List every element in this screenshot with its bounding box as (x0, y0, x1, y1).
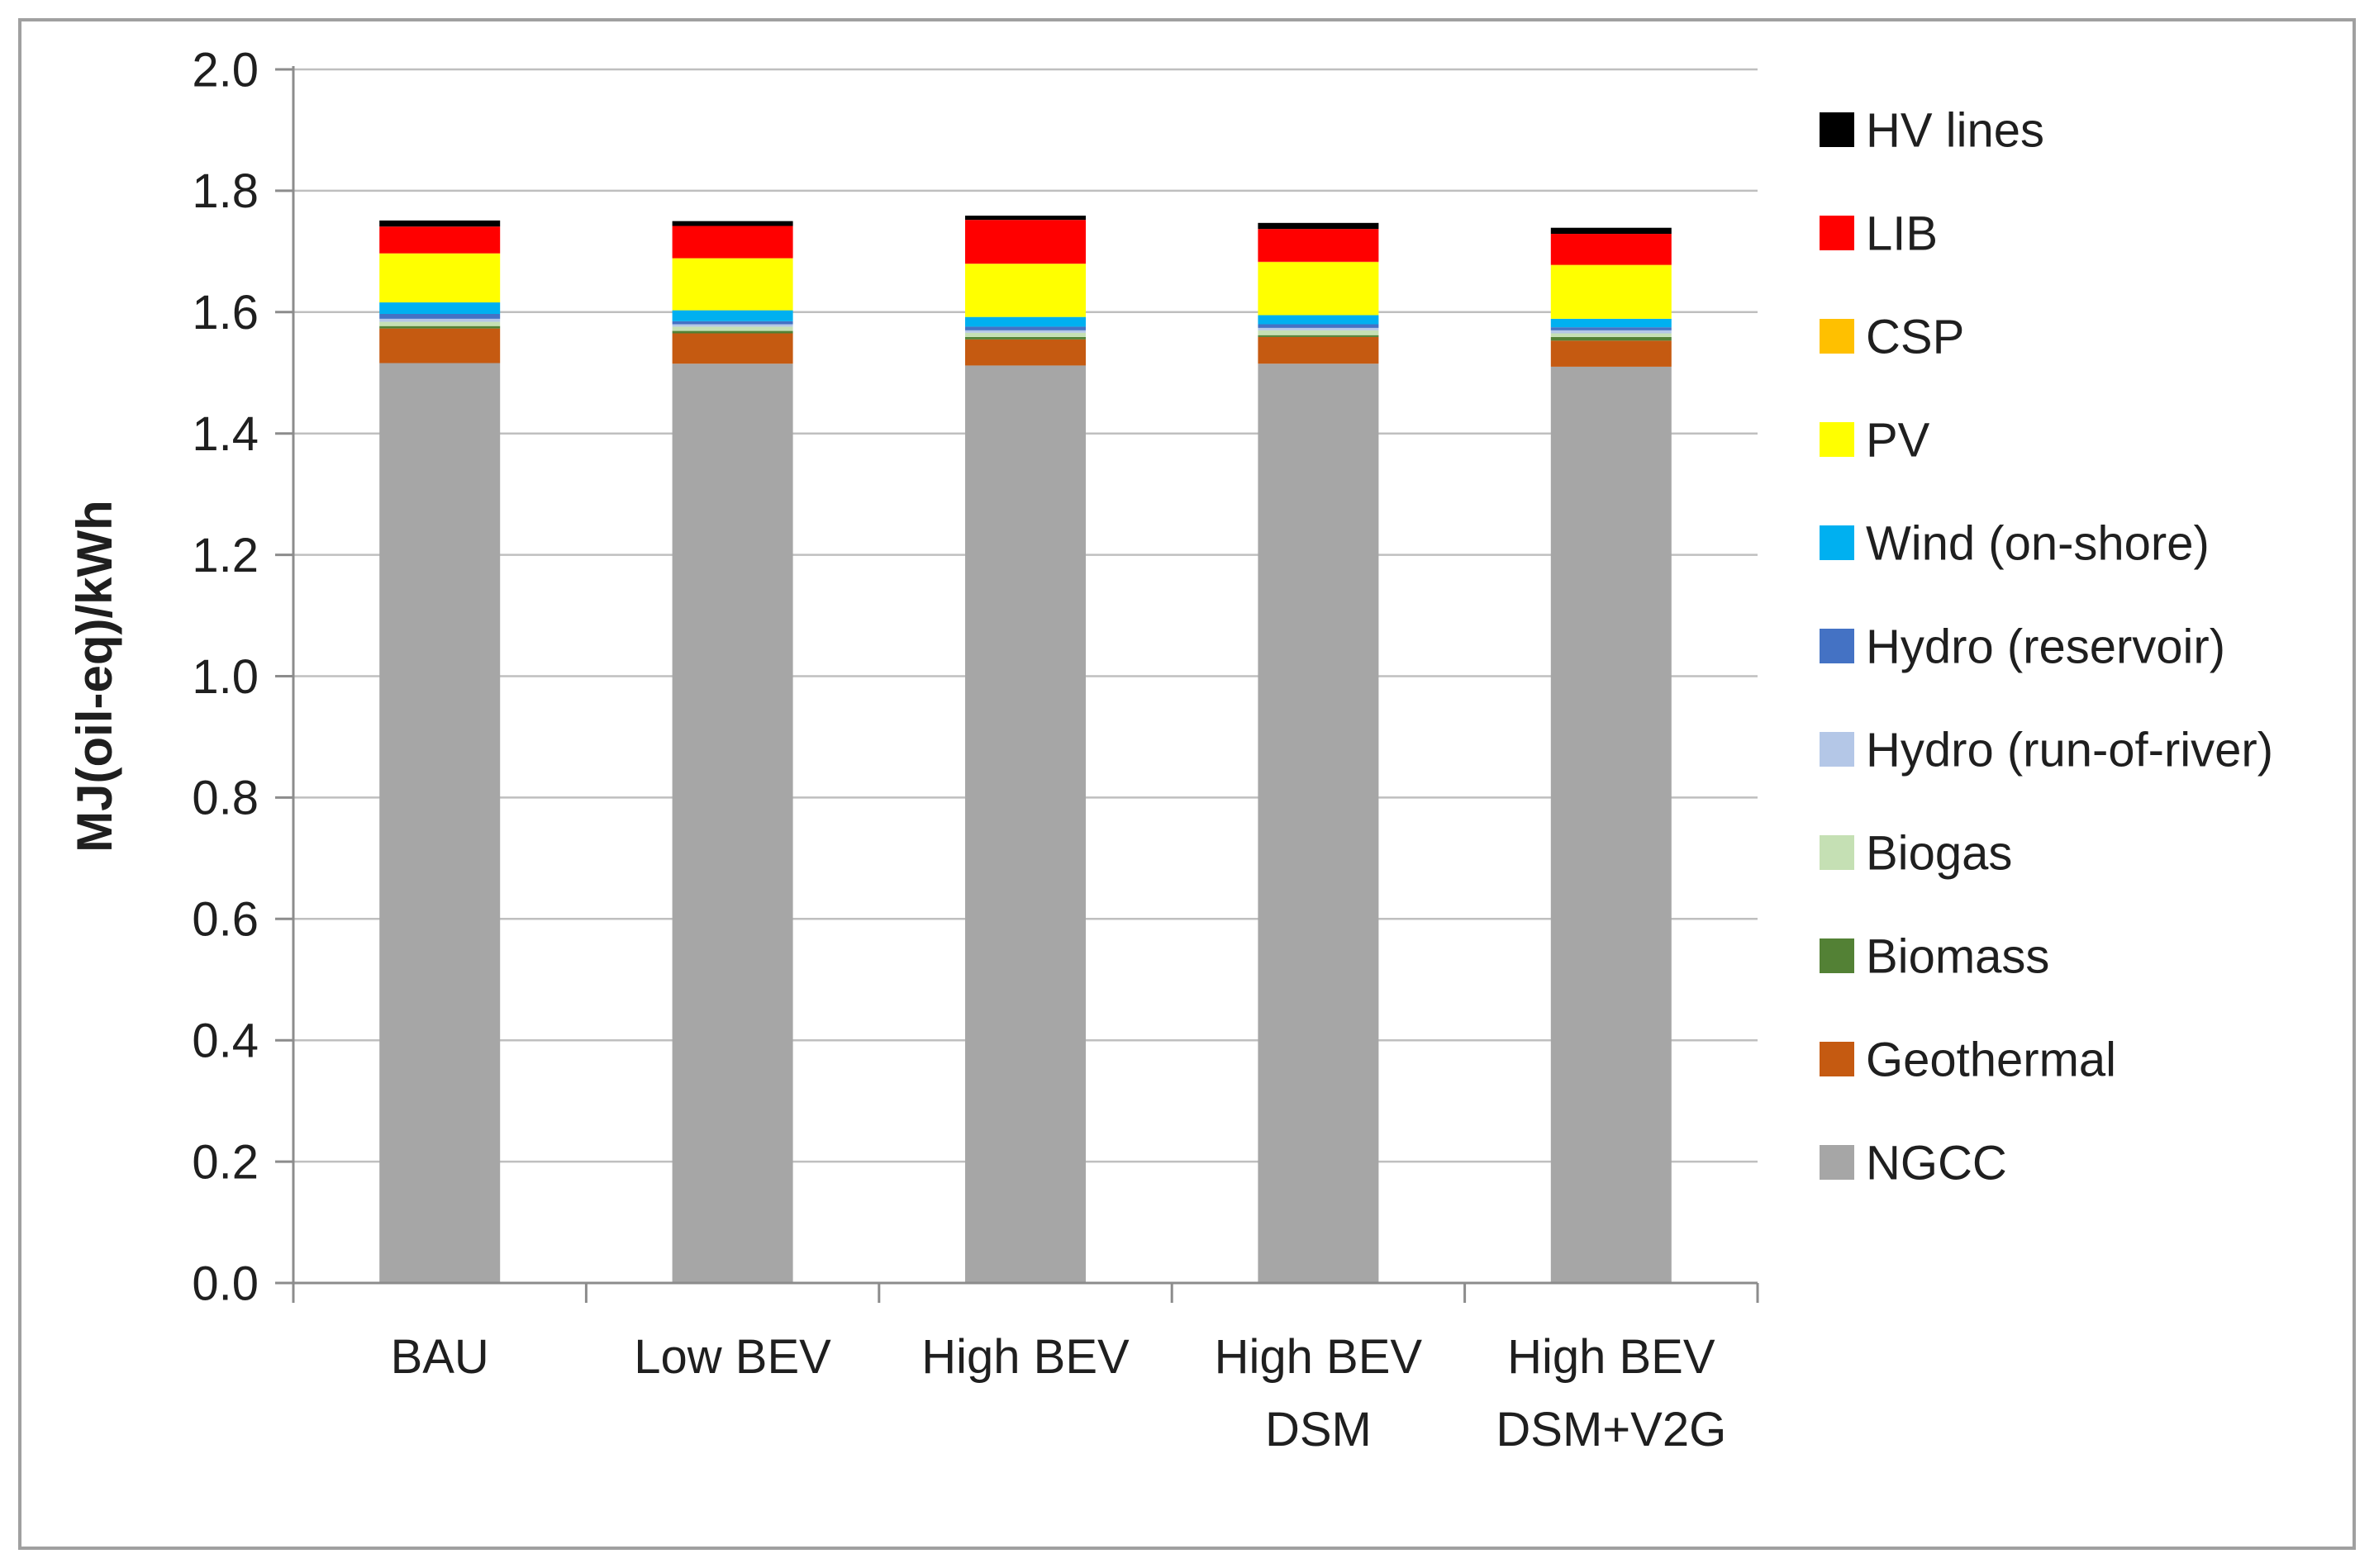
legend-swatch-lib (1820, 216, 1854, 250)
legend-swatch-wind-on-shore- (1820, 525, 1854, 560)
bar-segment-biomass (1258, 335, 1379, 337)
legend-swatch-biogas (1820, 835, 1854, 870)
bar-segment-biogas (672, 326, 793, 331)
legend-label-csp: CSP (1866, 310, 1964, 363)
legend-label-hv-lines: HV lines (1866, 103, 2044, 157)
bar-segment-ngcc (1550, 366, 1672, 1283)
y-tick-label: 1.2 (192, 529, 259, 582)
bar-segment-lib (672, 226, 793, 259)
bar-segment-ngcc (379, 363, 501, 1283)
bar-segment-hydro-reservoir- (379, 314, 501, 319)
bar-segment-hydro-reservoir- (672, 321, 793, 325)
bar-segment-pv (1258, 262, 1379, 316)
y-tick-label: 0.2 (192, 1135, 259, 1189)
y-tick-label: 0.8 (192, 772, 259, 825)
x-axis-label: High BEV (921, 1330, 1130, 1384)
bar-segment-hv-lines (379, 220, 501, 227)
bar-segment-geothermal (672, 333, 793, 364)
bar-segment-csp (1258, 261, 1379, 263)
x-axis-label: DSM (1265, 1403, 1372, 1456)
bar-segment-lib (965, 220, 1086, 264)
bar-segment-pv (965, 264, 1086, 317)
bar-segment-hv-lines (965, 216, 1086, 221)
y-axis-title: MJ(oil-eq)/kWh (67, 500, 122, 853)
bar-segment-hydro-run-of-river- (965, 330, 1086, 333)
x-axis-label: DSM+V2G (1496, 1403, 1726, 1456)
legend-label-hydro-run-of-river-: Hydro (run-of-river) (1866, 723, 2273, 777)
legend-swatch-geothermal (1820, 1042, 1854, 1076)
bar-segment-ngcc (1258, 363, 1379, 1283)
bar-segment-biogas (1258, 330, 1379, 335)
bar-segment-hydro-run-of-river- (1258, 327, 1379, 330)
legend-swatch-csp (1820, 319, 1854, 354)
legend-swatch-hydro-run-of-river- (1820, 732, 1854, 767)
bar-segment-csp (672, 258, 793, 259)
bar-segment-pv (672, 259, 793, 311)
y-tick-label: 1.6 (192, 286, 259, 340)
legend-label-hydro-reservoir-: Hydro (reservoir) (1866, 620, 2225, 673)
legend-swatch-biomass (1820, 938, 1854, 973)
bar-segment-hydro-reservoir- (965, 326, 1086, 330)
bar-segment-biogas (379, 321, 501, 326)
bar-segment-geothermal (379, 328, 501, 363)
bar-segment-wind-on-shore- (672, 310, 793, 321)
x-axis-label: BAU (391, 1330, 489, 1384)
bar-segment-biogas (1550, 333, 1672, 337)
legend-label-wind-on-shore-: Wind (on-shore) (1866, 516, 2210, 570)
bar-segment-lib (379, 226, 501, 254)
bar-segment-hv-lines (1258, 222, 1379, 230)
bar-segment-wind-on-shore- (965, 316, 1086, 327)
bar-segment-wind-on-shore- (379, 302, 501, 315)
bar-segment-pv (1550, 265, 1672, 319)
y-tick-label: 0.0 (192, 1257, 259, 1310)
bar-segment-geothermal (1550, 340, 1672, 367)
bar-segment-hydro-run-of-river- (672, 324, 793, 327)
bar-segment-hv-lines (672, 221, 793, 226)
y-tick-label: 1.4 (192, 407, 259, 461)
y-tick-label: 0.6 (192, 893, 259, 947)
bar-segment-wind-on-shore- (1550, 318, 1672, 328)
bar-segment-ngcc (965, 365, 1086, 1283)
bar-segment-hydro-run-of-river- (1550, 330, 1672, 334)
bar-segment-biomass (1550, 336, 1672, 341)
bar-segment-lib (1550, 234, 1672, 265)
bar-segment-hydro-run-of-river- (379, 318, 501, 322)
bar-segment-biomass (672, 330, 793, 334)
legend-label-ngcc: NGCC (1866, 1136, 2007, 1190)
y-tick-label: 1.0 (192, 650, 259, 704)
legend-label-biomass: Biomass (1866, 929, 2049, 983)
bar-segment-hydro-reservoir- (1550, 327, 1672, 330)
bar-segment-hv-lines (1550, 227, 1672, 235)
legend-swatch-hydro-reservoir- (1820, 629, 1854, 663)
legend-swatch-ngcc (1820, 1145, 1854, 1180)
y-tick-label: 2.0 (192, 43, 259, 97)
x-axis-label: High BEV (1507, 1330, 1715, 1384)
bar-segment-biogas (965, 332, 1086, 337)
legend-swatch-hv-lines (1820, 112, 1854, 147)
bar-segment-wind-on-shore- (1258, 315, 1379, 325)
bar-segment-geothermal (1258, 336, 1379, 364)
bar-segment-pv (379, 254, 501, 303)
bar-segment-geothermal (965, 339, 1086, 366)
legend-label-geothermal: Geothermal (1866, 1033, 2116, 1086)
y-tick-label: 1.8 (192, 164, 259, 218)
bar-segment-ngcc (672, 363, 793, 1283)
legend-swatch-pv (1820, 422, 1854, 457)
bar-segment-biomass (379, 325, 501, 329)
bar-segment-hydro-reservoir- (1258, 324, 1379, 328)
legend-label-lib: LIB (1866, 207, 1938, 260)
y-tick-label: 0.4 (192, 1014, 259, 1068)
x-axis-label: High BEV (1215, 1330, 1423, 1384)
legend-label-pv: PV (1866, 413, 1930, 467)
bar-segment-csp (1550, 264, 1672, 266)
legend-label-biogas: Biogas (1866, 826, 2012, 880)
bar-segment-lib (1258, 229, 1379, 262)
x-axis-label: Low BEV (634, 1330, 831, 1384)
bar-segment-biomass (965, 336, 1086, 340)
